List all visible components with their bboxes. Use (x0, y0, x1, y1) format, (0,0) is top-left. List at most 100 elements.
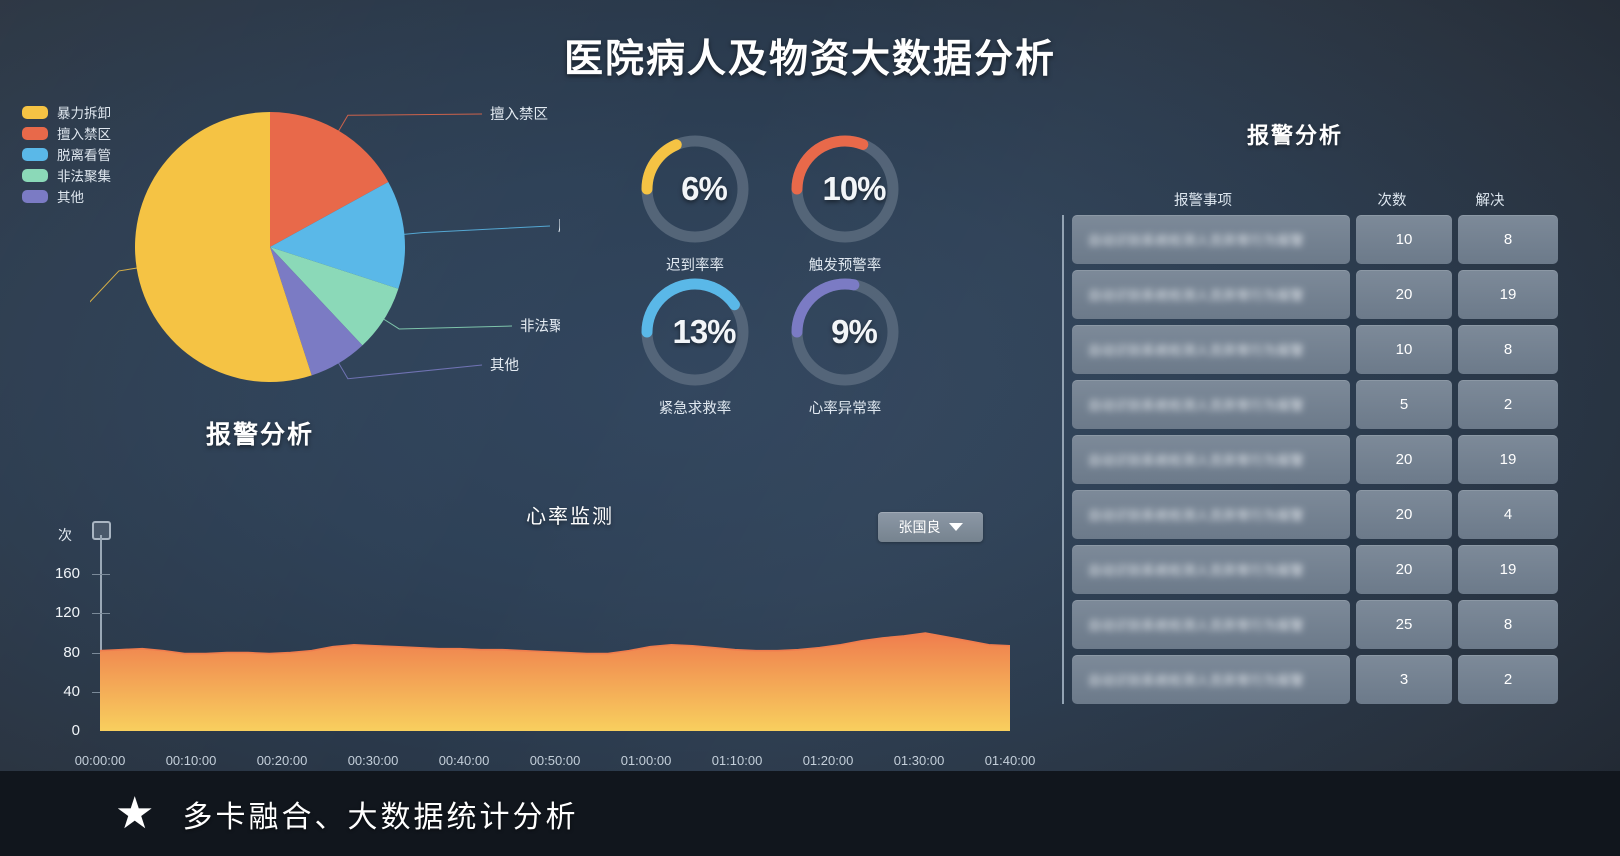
legend-label: 暴力拆卸 (57, 106, 111, 121)
pie-slice[interactable] (270, 181, 405, 289)
legend-item[interactable]: 擅入禁区 (22, 123, 111, 143)
legend-item[interactable]: 暴力拆卸 (22, 102, 111, 122)
table-cell-event: 自动识别系统检测人员异常行为报警 (1072, 380, 1350, 429)
pie-leader-line (337, 113, 483, 133)
table-row[interactable]: 自动识别系统检测人员异常行为报警 10 8 (1072, 325, 1602, 374)
x-axis-tick-label: 00:20:00 (256, 753, 308, 768)
gauge-label: 触发预警率 (808, 258, 882, 274)
table-cell-resolved: 8 (1458, 215, 1558, 264)
gauge-value: 9% (831, 313, 878, 350)
pie-slice[interactable] (135, 112, 312, 382)
table-cell-event: 自动识别系统检测人员异常行为报警 (1072, 600, 1350, 649)
redacted-event-text: 自动识别系统检测人员异常行为报警 (1088, 563, 1305, 578)
gauge-value: 10% (822, 170, 886, 207)
gauge-ring (791, 278, 899, 386)
gauge-value: 6% (681, 170, 728, 207)
heart-rate-chart: 次 0 40 80 120 160 00:00:00 00:10:00 00:20:00 00… (30, 515, 1035, 768)
table-cell-event: 自动识别系统检测人员异常行为报警 (1072, 215, 1350, 264)
table-row[interactable]: 自动识别系统检测人员异常行为报警 20 19 (1072, 435, 1602, 484)
legend-item[interactable]: 非法聚集 (22, 165, 111, 185)
pie-leader-line (85, 267, 139, 307)
redacted-event-text: 自动识别系统检测人员异常行为报警 (1088, 288, 1305, 303)
x-axis-tick-label: 01:20:00 (802, 753, 854, 768)
y-axis-tick-label: 160 (54, 565, 80, 583)
y-axis-gridline (92, 613, 110, 615)
pie-leader-line (402, 225, 551, 235)
table-cell-resolved: 2 (1458, 380, 1558, 429)
gauge-label: 紧急求救率 (658, 401, 732, 417)
table-cell-event: 自动识别系统检测人员异常行为报警 (1072, 545, 1350, 594)
pie-slice-label: 其他 (490, 357, 519, 374)
y-axis-tick-label: 0 (71, 722, 80, 739)
pie-leader-line (382, 317, 513, 330)
table-cell-count: 20 (1356, 490, 1452, 539)
table-row[interactable]: 自动识别系统检测人员异常行为报警 25 8 (1072, 600, 1602, 649)
table-header-event: 报警事项 (1174, 192, 1232, 209)
gauge-3: 13% 紧急求救率 (636, 273, 756, 428)
table-row[interactable]: 自动识别系统检测人员异常行为报警 5 2 (1072, 380, 1602, 429)
legend-swatch-icon (22, 189, 48, 203)
table-row[interactable]: 自动识别系统检测人员异常行为报警 10 8 (1072, 215, 1602, 264)
area-fill (100, 633, 1010, 731)
area-line (99, 632, 1011, 655)
table-cell-event: 自动识别系统检测人员异常行为报警 (1072, 490, 1350, 539)
gauge-4: 9% 心率异常率 (786, 273, 906, 428)
legend-label: 擅入禁区 (57, 127, 111, 142)
gauge-ring (791, 135, 899, 243)
person-select-value: 张国良 (898, 519, 941, 535)
gauge-1: 6% 迟到率率 (636, 130, 756, 285)
pie-slice[interactable] (270, 247, 363, 376)
legend-item[interactable]: 脱离看管 (22, 144, 111, 164)
y-axis-gridline (92, 574, 110, 576)
table-row[interactable]: 自动识别系统检测人员异常行为报警 20 19 (1072, 270, 1602, 319)
table-cell-count: 5 (1356, 380, 1452, 429)
alarm-table: 报警事项 次数 解决 自动识别系统检测人员异常行为报警 10 8 自动识别系统检测人员… (1062, 183, 1602, 710)
pie-slice[interactable] (270, 247, 399, 346)
x-axis-ticks: 00:00:00 00:10:00 00:20:00 00:30:00 00:40:00… (30, 753, 1036, 773)
gauge-group: 6% 迟到率率 10% 触发预警率 13% 紧急求救率 9% 心率异常率 (636, 130, 926, 420)
y-axis-unit: 次 (58, 527, 72, 543)
x-axis-tick-label: 00:00:00 (74, 753, 126, 768)
person-select[interactable]: 张国良 (878, 512, 983, 542)
gauge-2: 10% 触发预警率 (786, 130, 906, 285)
redacted-event-text: 自动识别系统检测人员异常行为报警 (1088, 618, 1305, 633)
gauge-label: 迟到率率 (666, 258, 724, 274)
table-cell-resolved: 2 (1458, 655, 1558, 704)
table-row[interactable]: 自动识别系统检测人员异常行为报警 20 4 (1072, 490, 1602, 539)
legend-swatch-icon (22, 168, 48, 182)
table-row[interactable]: 自动识别系统检测人员异常行为报警 20 19 (1072, 545, 1602, 594)
y-axis-tick-label: 80 (63, 643, 80, 661)
y-axis-line (100, 535, 102, 731)
chevron-down-icon (948, 523, 963, 531)
gauge-ring (641, 135, 749, 243)
table-header-row: 报警事项 次数 解决 (1062, 183, 1602, 215)
pie-slice-label: 脱离看管 (558, 218, 560, 235)
table-cell-count: 20 (1356, 545, 1452, 594)
heart-rate-title: 心率监测 (526, 506, 614, 528)
y-axis-tick-label: 40 (63, 682, 80, 700)
page-title: 医院病人及物资大数据分析 (563, 38, 1056, 81)
gauge-label: 心率异常率 (808, 401, 882, 417)
x-axis-tick-label: 00:50:00 (529, 753, 581, 768)
legend-label: 脱离看管 (57, 148, 111, 163)
table-header-count: 次数 (1377, 192, 1407, 209)
pie-slice[interactable] (270, 112, 389, 247)
table-cell-event: 自动识别系统检测人员异常行为报警 (1072, 435, 1350, 484)
table-body: 自动识别系统检测人员异常行为报警 10 8 自动识别系统检测人员异常行为报警 20 19 自… (1062, 215, 1602, 704)
redacted-event-text: 自动识别系统检测人员异常行为报警 (1088, 398, 1305, 413)
table-cell-count: 10 (1356, 325, 1452, 374)
redacted-event-text: 自动识别系统检测人员异常行为报警 (1088, 453, 1305, 468)
legend-item[interactable]: 其他 (22, 186, 111, 206)
table-row[interactable]: 自动识别系统检测人员异常行为报警 3 2 (1072, 655, 1602, 704)
x-axis-tick-label: 00:30:00 (347, 753, 399, 768)
x-axis-tick-label: 01:40:00 (984, 753, 1036, 768)
redacted-event-text: 自动识别系统检测人员异常行为报警 (1088, 673, 1305, 688)
table-cell-count: 20 (1356, 435, 1452, 484)
redacted-event-text: 自动识别系统检测人员异常行为报警 (1088, 343, 1305, 358)
table-cell-resolved: 8 (1458, 325, 1558, 374)
table-cell-resolved: 4 (1458, 490, 1558, 539)
star-icon: ★ (115, 788, 155, 838)
